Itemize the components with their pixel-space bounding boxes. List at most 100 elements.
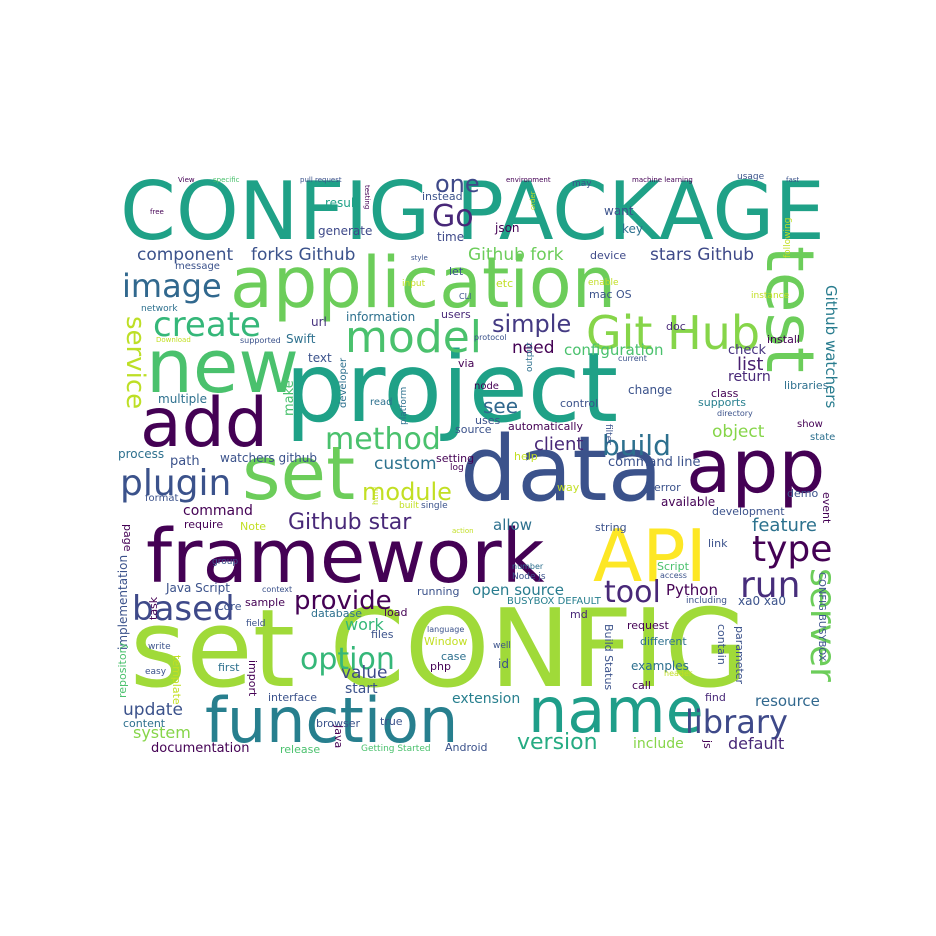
word-object: object <box>712 422 765 442</box>
word-module: module <box>362 478 452 506</box>
word-task: task <box>147 596 160 620</box>
word-library: library <box>685 703 788 741</box>
word-client: client <box>534 434 584 455</box>
word-key: key <box>622 222 644 236</box>
word-load: load <box>384 606 408 619</box>
word-option: option <box>300 642 395 677</box>
word-create: create <box>153 305 261 345</box>
word-github-star: Github star <box>288 510 412 535</box>
word-extension: extension <box>452 691 521 707</box>
word-json: json <box>495 221 520 235</box>
word-help: help <box>514 450 538 463</box>
word-default: default <box>728 734 785 753</box>
word-usage: usage <box>737 172 765 182</box>
word-contain: contain <box>715 624 728 665</box>
word-source: source <box>455 423 492 436</box>
word-make: make <box>282 380 297 416</box>
word-include: include <box>633 736 684 752</box>
word-import: import <box>246 660 259 697</box>
word-content: content <box>123 717 166 730</box>
word-service: service <box>120 316 150 410</box>
word-busybox-default: BUSYBOX DEFAULT <box>507 596 601 607</box>
word-see: see <box>483 394 519 418</box>
word-set-config: set CONFIG <box>130 587 749 712</box>
word-different: different <box>640 635 687 648</box>
word-release: release <box>280 743 321 756</box>
word-watchers-github: watchers github <box>220 451 317 465</box>
word-config-package: CONFIG PACKAGE <box>120 165 825 258</box>
word-may: may <box>572 179 592 189</box>
word-order: order <box>529 191 537 210</box>
word-system: system <box>133 723 191 742</box>
word-md: md <box>570 608 588 621</box>
word-current: current <box>618 354 647 363</box>
word-directory: directory <box>717 409 753 418</box>
word-xa0-xa0: xa0 xa0 <box>738 594 786 608</box>
word-core: Core <box>216 600 242 613</box>
word-find: find <box>705 691 726 704</box>
word-want: want <box>604 204 634 218</box>
word-text: text <box>308 351 332 365</box>
word-resource: resource <box>755 692 820 710</box>
word-api: API <box>593 514 707 598</box>
word-project: project <box>285 332 619 444</box>
word-number: number <box>512 562 544 571</box>
word-need: need <box>512 338 555 358</box>
word-multiple: multiple <box>158 392 208 406</box>
word-build: build <box>602 429 671 462</box>
word-js: js <box>701 740 714 749</box>
word-app: app <box>686 424 826 510</box>
word-case: case <box>441 650 467 663</box>
word-platform: platform <box>399 386 409 425</box>
word-php: php <box>430 660 451 673</box>
word-getting-started: Getting Started <box>361 744 431 754</box>
word-output: output <box>525 342 535 372</box>
word-context: context <box>262 585 293 594</box>
word-demo: demo <box>787 487 819 500</box>
word-config-busybox: CONFIG BUSYBOX <box>816 572 827 662</box>
word-development: development <box>712 505 785 518</box>
word-running: running <box>417 585 460 598</box>
word-pull-request: pull request <box>300 176 342 184</box>
word-framework: framework <box>146 514 545 600</box>
word-open-source: open source <box>472 581 565 599</box>
word-method: method <box>325 422 441 457</box>
word-language: language <box>427 625 465 634</box>
word-forks-github: forks Github <box>251 245 356 265</box>
word-doc: doc <box>666 320 686 333</box>
word-script: Script <box>657 560 689 573</box>
word-function: function <box>205 684 459 757</box>
word-enable: enable <box>588 278 619 288</box>
word-well: well <box>493 641 511 651</box>
word-id: id <box>498 657 509 671</box>
word-component: component <box>137 245 234 265</box>
word-based: based <box>132 589 235 629</box>
word-uses: uses <box>475 414 501 427</box>
word-call: call <box>632 679 651 692</box>
word-new: new <box>146 324 299 410</box>
word-let: let <box>449 265 464 278</box>
word-error: error <box>654 481 681 494</box>
word-template: template <box>170 655 183 705</box>
word-repository: repository <box>116 642 129 698</box>
word-control: control <box>560 397 599 410</box>
word-supports: supports <box>698 396 746 409</box>
word-interface: interface <box>268 691 318 704</box>
word-provide: provide <box>294 586 392 616</box>
word-plugin: plugin <box>120 463 232 504</box>
word-note: Note <box>240 520 267 533</box>
word-filter: filter <box>603 424 613 445</box>
word-process: process <box>118 447 165 461</box>
word-free: free <box>150 208 164 216</box>
word-machine-learning: machine learning <box>632 176 693 184</box>
word-built: built <box>399 501 419 511</box>
word-format: format <box>145 493 179 504</box>
word-java: Java <box>332 725 345 749</box>
word-request: request <box>627 619 669 632</box>
word-instance: instance <box>751 291 790 301</box>
word-single: single <box>421 501 448 511</box>
word-first: first <box>218 661 240 674</box>
word-link: link <box>708 537 728 550</box>
word-add: add <box>140 384 268 463</box>
